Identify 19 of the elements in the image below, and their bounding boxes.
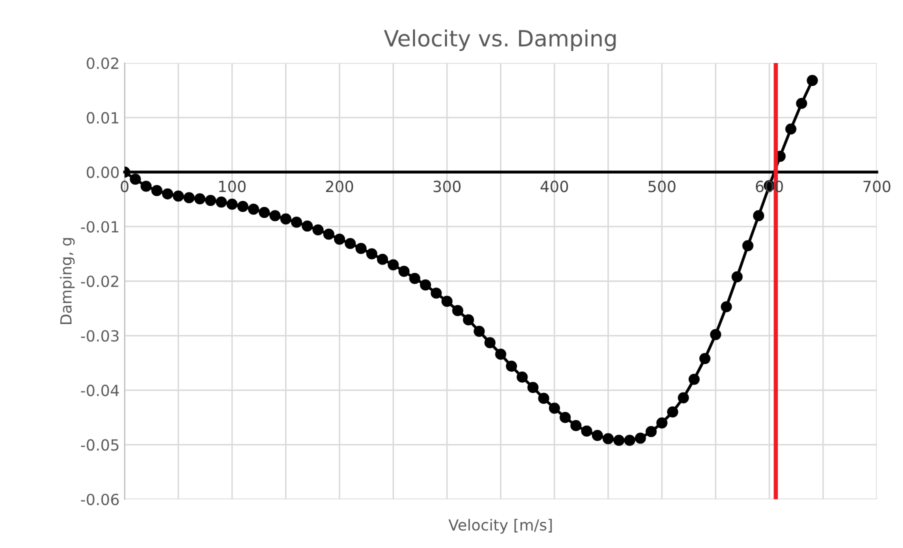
x-axis-title: Velocity [m/s] — [448, 518, 552, 534]
chart-title: Velocity vs. Damping — [384, 29, 616, 51]
y-axis-title: Damping, g — [60, 238, 75, 324]
y-tick-label: -0.05 — [80, 439, 118, 451]
y-tick-label: 0.00 — [86, 166, 119, 178]
x-tick-label: 700 — [863, 180, 890, 192]
x-tick-label: 200 — [326, 180, 354, 192]
x-tick-label: 500 — [648, 180, 676, 192]
x-tick-label: 0 — [120, 180, 128, 192]
y-tick-label: -0.06 — [80, 494, 119, 506]
x-tick-label: 100 — [219, 180, 246, 192]
y-tick-label: -0.04 — [80, 384, 119, 396]
y-tick-label: -0.02 — [80, 276, 118, 288]
y-tick-label: -0.01 — [80, 221, 118, 233]
y-tick-label: -0.03 — [80, 330, 119, 342]
x-tick-label: 400 — [540, 180, 568, 192]
x-tick-label: 300 — [434, 180, 461, 192]
y-tick-label: 0.01 — [86, 112, 118, 124]
y-tick-label: 0.02 — [86, 57, 118, 70]
